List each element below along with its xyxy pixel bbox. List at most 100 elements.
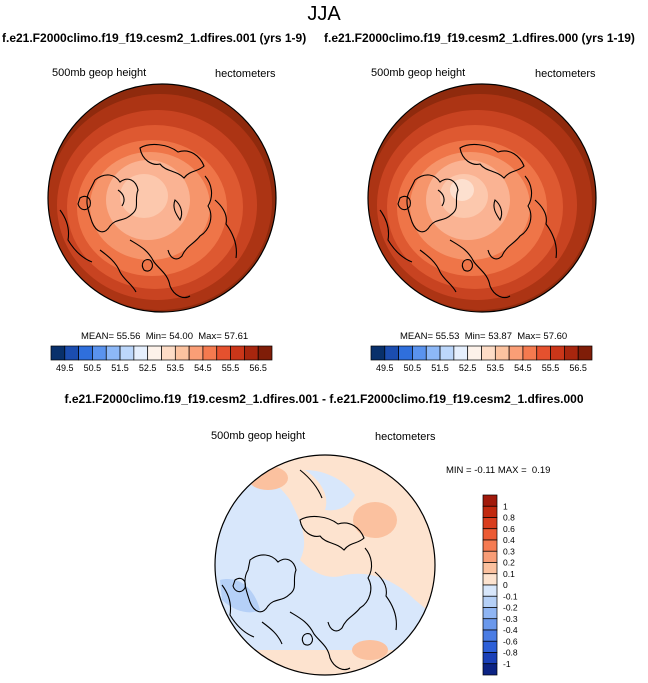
colorbar-3-swatch [482, 528, 498, 541]
colorbar-3-swatch [482, 584, 498, 597]
colorbar-3-tick-label: -0.1 [503, 591, 518, 601]
colorbar-1-swatch [105, 345, 121, 361]
colorbar-1-swatch [133, 345, 149, 361]
colorbar-2-tick-label: 51.5 [431, 363, 449, 373]
colorbar-1-swatch [78, 345, 93, 361]
colorbar-2-swatch [508, 345, 524, 361]
colorbar-1-swatch [230, 345, 245, 361]
colorbar-3-tick-label: 0.2 [503, 558, 515, 568]
coastlines [221, 469, 397, 671]
colorbar-3-tick-label: 0.8 [503, 513, 515, 523]
panel-3-field-label: 500mb geop height [211, 430, 306, 442]
colorbar-2-swatch [494, 345, 510, 361]
colorbar-2-swatch [439, 345, 455, 361]
colorbar-3-tick-label: 0.1 [503, 569, 515, 579]
panel-2-title: f.e21.F2000climo.f19_f19.cesm2_1.dfires.… [324, 31, 635, 45]
colorbar-1-tick-label: 55.5 [222, 363, 240, 373]
panel-1-stats: MEAN= 55.56 Min= 54.00 Max= 57.61 [81, 331, 249, 342]
coastlines [379, 143, 557, 299]
colorbar-2-swatch [564, 345, 579, 361]
panel-2-stats: MEAN= 55.53 Min= 53.87 Max= 57.60 [400, 331, 568, 342]
panel-3-title: f.e21.F2000climo.f19_f19.cesm2_1.dfires.… [64, 392, 584, 406]
panel-3-min: -0.11 [474, 465, 496, 476]
colorbar-2-swatch [370, 345, 386, 361]
colorbar-2-swatch [467, 345, 482, 361]
contour-fill-ring-8 [120, 174, 168, 218]
colorbar-2-swatch [453, 345, 469, 361]
panel-2-map [367, 83, 597, 313]
colorbar-2-swatch [522, 345, 538, 361]
colorbar-3-swatch [482, 494, 498, 507]
colorbar-1-tick-label: 56.5 [249, 363, 267, 373]
colorbar-2-tick-label: 56.5 [569, 363, 587, 373]
colorbar-3-swatch [482, 640, 498, 653]
colorbar-3-tick-label: -0.6 [503, 636, 518, 646]
colorbar-2-swatch [550, 345, 565, 361]
colorbar-3-swatch [482, 539, 498, 552]
colorbar-1-swatch [119, 345, 135, 361]
colorbars: 49.5 50.5 51.5 52.5 53.5 54.5 55.5 56.5 49.5 50.5… [50, 345, 593, 676]
colorbar-3-tick-label: -0.4 [503, 625, 518, 635]
colorbar-3-tick-label: -1 [503, 659, 511, 669]
colorbar-3-tick-label: 0.3 [503, 546, 515, 556]
panel-1-field-label: 500mb geop height [52, 67, 147, 79]
colorbar-2-swatch [384, 345, 399, 361]
colorbar-1-swatch [244, 345, 259, 361]
colorbar-1-tick-label: 49.5 [56, 363, 74, 373]
colorbar-3-swatch [482, 663, 498, 676]
colorbar-3-swatch [482, 517, 498, 530]
colorbar-1-swatch [161, 345, 176, 361]
panel-3-max: 0.19 [531, 465, 551, 476]
panel-1-min: 54.00 [169, 331, 193, 342]
colorbar-1-swatch [216, 345, 231, 361]
colorbar-3-swatch [482, 550, 498, 563]
colorbar-3-tick-label: -0.3 [503, 614, 518, 624]
panel-1-map [47, 83, 277, 313]
colorbar-1-swatch [257, 345, 273, 361]
colorbar-3-swatch [482, 607, 498, 620]
colorbar-2-tick-label: 49.5 [376, 363, 394, 373]
colorbar-2-tick-label: 55.5 [542, 363, 560, 373]
colorbar-3-tick-label: 0.6 [503, 524, 515, 534]
colorbar-2-tick-label: 50.5 [404, 363, 422, 373]
panel-2-field-label: 500mb geop height [371, 67, 466, 79]
panel-2-max: 57.60 [543, 331, 568, 342]
colorbar-3-tick-label: -0.8 [503, 648, 518, 658]
colorbar-3-swatch [482, 618, 498, 631]
colorbar-2-tick-label: 53.5 [487, 363, 505, 373]
colorbar-1-swatch [202, 345, 218, 361]
colorbar-1-tick-label: 53.5 [167, 363, 185, 373]
colorbar-3-swatch [482, 562, 498, 575]
panel-2-min: 53.87 [488, 331, 512, 342]
colorbar-1-tick-label: 51.5 [111, 363, 129, 373]
panel-1-max: 57.61 [224, 331, 249, 342]
panel-3-stats: MIN = -0.11 MAX = 0.19 [446, 465, 551, 476]
colorbar-1-swatch [147, 345, 162, 361]
colorbar-3-tick-label: -0.2 [503, 603, 518, 613]
colorbar-1-swatch [174, 345, 190, 361]
colorbar-2-swatch [412, 345, 427, 361]
panel-1-units: hectometers [215, 68, 276, 80]
colorbar-3-tick-label: 0 [503, 580, 508, 590]
colorbar-2-swatch [398, 345, 413, 361]
colorbar-1-swatch [50, 345, 66, 361]
colorbar-1-swatch [92, 345, 107, 361]
colorbar-3-swatch [482, 573, 498, 586]
colorbar-2-swatch [481, 345, 496, 361]
panel-1-title: f.e21.F2000climo.f19_f19.cesm2_1.dfires.… [2, 31, 307, 45]
panel-3-map [214, 454, 436, 676]
colorbar-2-swatch [577, 345, 593, 361]
colorbar-3-swatch [482, 505, 498, 518]
colorbar-2-tick-label: 52.5 [459, 363, 477, 373]
colorbar-2-swatch [536, 345, 551, 361]
colorbar-1-swatch [64, 345, 79, 361]
colorbar-3-swatch [482, 595, 498, 608]
panel-2-mean: 55.53 [435, 331, 460, 342]
colorbar-3-swatch [482, 652, 498, 665]
figure-title: JJA [307, 3, 341, 25]
panel-3-units: hectometers [375, 431, 436, 443]
colorbar-1-tick-label: 54.5 [194, 363, 212, 373]
coastlines [59, 143, 237, 299]
colorbar-3-swatch [482, 629, 498, 642]
